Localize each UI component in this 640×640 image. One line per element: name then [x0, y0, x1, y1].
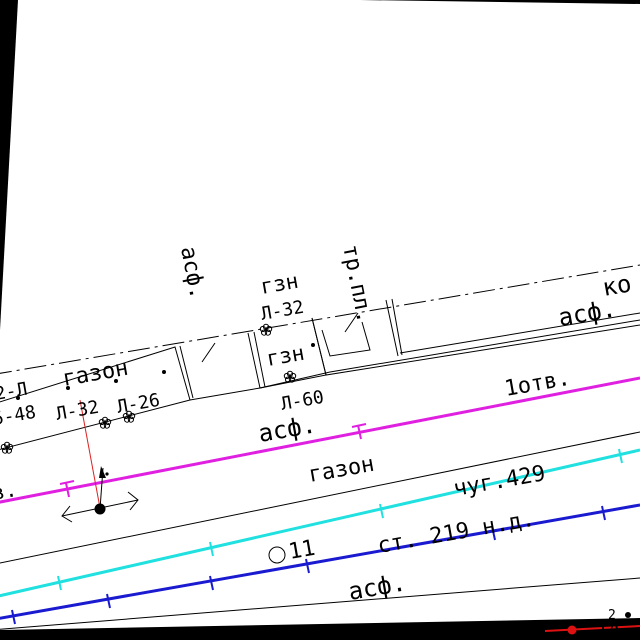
label-gazon-mid: газон [307, 452, 377, 488]
label-l60: Л-60 [279, 387, 325, 415]
pavement-edge-b [391, 298, 403, 356]
label-ko: ко [600, 269, 633, 302]
red-line-bottom [544, 625, 640, 632]
blue-tick [209, 575, 214, 591]
red-leader-line [79, 399, 101, 509]
survey-dot [66, 386, 70, 390]
label-v-frag: в. [0, 477, 19, 505]
tree-icon [0, 441, 14, 454]
boundary-line [0, 264, 640, 374]
blue-utility-line [0, 503, 640, 620]
label-l-frag: 2-Л [0, 379, 29, 405]
gate-diagonal [201, 342, 216, 363]
magenta-utility-line [0, 376, 640, 504]
road-edge-line-bottom [0, 577, 640, 630]
label-asf-bottom: асф. [346, 568, 408, 606]
scan-border-bottom [0, 618, 640, 640]
scan-border-top [360, 0, 640, 4]
label-2: 2 [608, 608, 616, 623]
red-point-icon [567, 625, 577, 635]
label-l32-left: Л-32 [54, 397, 100, 425]
label-gzn-mid: гзн [265, 341, 307, 371]
cyan-line-ticks [57, 448, 623, 591]
manhole-icon [268, 546, 286, 564]
lawn-inner-edge [179, 345, 194, 399]
survey-dots [16, 343, 315, 400]
survey-point-icon [61, 466, 139, 523]
blue-tick [491, 525, 496, 541]
pavement-edge-a [385, 299, 399, 357]
road-edge-line [0, 431, 640, 564]
label-st: ст. 219 н.д. [376, 507, 537, 559]
blue-tick [601, 505, 606, 521]
gate-diagonal-2 [344, 312, 359, 333]
magenta-tick [59, 480, 75, 485]
magenta-tick [351, 423, 367, 428]
blue-tick [305, 558, 310, 574]
cyan-tick [209, 541, 214, 557]
survey-dot [162, 370, 166, 374]
tree-icon [259, 323, 273, 336]
pavement-edge-c [399, 312, 640, 354]
label-tr-pl: тр.пл. [337, 242, 377, 325]
label-asf-top: асф. [175, 244, 210, 301]
label-asf-right: асф. [556, 294, 618, 332]
blue-tick [11, 609, 16, 625]
label-l32-top: Л-32 [259, 297, 305, 325]
scan-border-left [0, 0, 18, 330]
magenta-tick [357, 424, 362, 440]
magenta-tick [65, 482, 70, 498]
label-gzn-top: гзн [259, 269, 301, 299]
label-l48-frag: 5-48 [0, 402, 38, 430]
cyan-tick [57, 575, 62, 591]
label-l26: Л-26 [115, 390, 161, 418]
survey-dot [16, 396, 20, 400]
gzn-inner-edge [253, 331, 266, 388]
survey-dot [311, 343, 315, 347]
cyan-tick [379, 503, 384, 519]
black-point-icon [625, 612, 631, 618]
lawn-outline [0, 346, 191, 403]
cyan-utility-line [0, 448, 640, 598]
survey-dot [114, 379, 118, 383]
blue-line-ticks [11, 505, 606, 625]
magenta-line-ticks [59, 423, 367, 498]
label-well-num: 11 [287, 536, 317, 565]
blue-tick [106, 593, 111, 609]
cyan-tick [618, 448, 623, 464]
tree-icon [283, 370, 297, 383]
tr-pl-box [321, 321, 371, 357]
pavement-outline [311, 317, 640, 376]
label-1otv: 1отв. [503, 366, 573, 402]
label-14: 14 [595, 615, 623, 640]
